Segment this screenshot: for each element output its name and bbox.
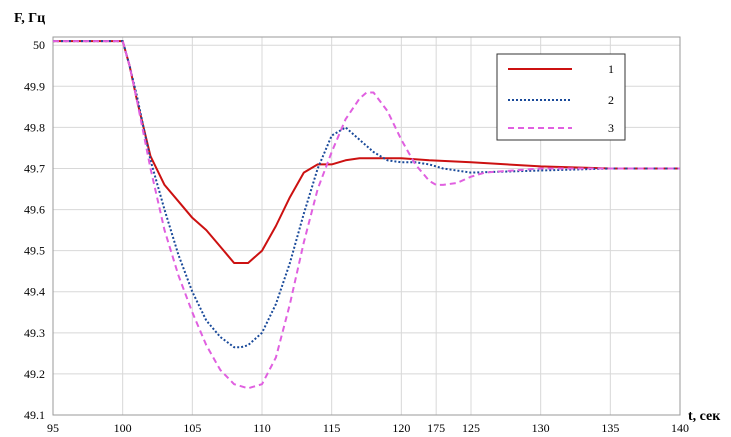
- plot-frame: [52, 36, 681, 416]
- y-tick-label: 49.1: [24, 408, 45, 422]
- x-tick-label: 110: [253, 421, 271, 435]
- y-tick-label: 50: [33, 38, 45, 52]
- y-tick-label: 49.3: [24, 326, 45, 340]
- x-tick-label: 95: [47, 421, 59, 435]
- legend-label-1: 1: [608, 62, 614, 76]
- y-tick-label: 49.4: [24, 285, 45, 299]
- x-tick-label: 125: [462, 421, 480, 435]
- y-tick-label: 49.6: [24, 203, 45, 217]
- legend-label-3: 3: [608, 121, 614, 135]
- legend: 1 2 3: [496, 53, 626, 141]
- y-tick-label: 49.9: [24, 79, 45, 93]
- series-line-2: [53, 40, 680, 349]
- x-tick-label: 100: [114, 421, 132, 435]
- y-tick-label: 49.7: [24, 161, 45, 175]
- x-tick-label: 135: [601, 421, 619, 435]
- x-tick-label: 105: [183, 421, 201, 435]
- y-tick-label: 49.5: [24, 244, 45, 258]
- x-tick-label: 120: [392, 421, 410, 435]
- series-line-1: [53, 40, 680, 264]
- y-tick-label: 49.2: [24, 367, 45, 381]
- x-axis-title: t, сек: [688, 409, 721, 424]
- series-line-3: [53, 40, 680, 390]
- x-tick-label: 140: [671, 421, 689, 435]
- x-tick-label: 115: [323, 421, 341, 435]
- x-tick-label: 130: [532, 421, 550, 435]
- tick-labels: 95 100 105 110 115 120 175 125 130 135 140 50 49.9 49…: [24, 38, 689, 435]
- legend-label-2: 2: [608, 93, 614, 107]
- y-axis-title: F, Гц: [14, 11, 45, 26]
- series-layer: [53, 40, 680, 390]
- x-tick-label: 175: [427, 421, 445, 435]
- y-tick-label: 49.8: [24, 120, 45, 134]
